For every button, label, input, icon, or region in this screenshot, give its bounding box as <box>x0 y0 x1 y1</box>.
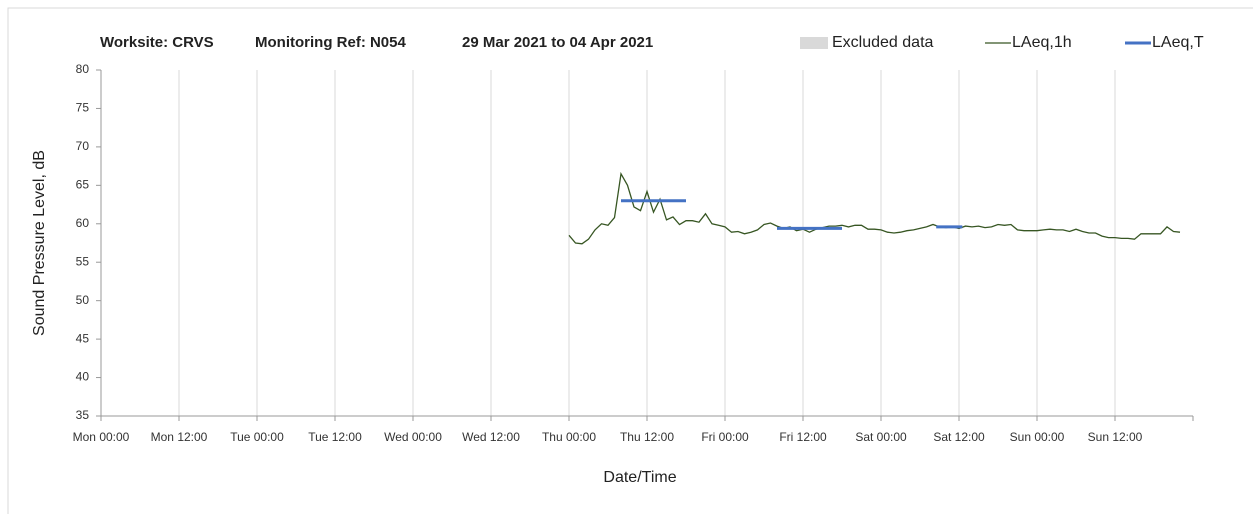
chart-frame <box>7 7 1253 514</box>
x-tick-label: Sun 00:00 <box>1010 430 1065 444</box>
x-tick-label: Thu 12:00 <box>620 430 674 444</box>
chart-title: 29 Mar 2021 to 04 Apr 2021 <box>462 34 653 51</box>
x-tick-label: Wed 12:00 <box>462 430 520 444</box>
x-tick-label: Mon 12:00 <box>151 430 208 444</box>
y-tick-label: 60 <box>76 216 90 230</box>
y-tick-label: 35 <box>76 408 90 422</box>
x-tick-label: Tue 00:00 <box>230 430 284 444</box>
x-tick-label: Tue 12:00 <box>308 430 362 444</box>
x-tick-label: Thu 00:00 <box>542 430 596 444</box>
y-tick-label: 80 <box>76 62 90 76</box>
series-line <box>568 171 1181 245</box>
x-axis-title: Date/Time <box>603 469 676 486</box>
legend-label: LAeq,T <box>1152 34 1204 51</box>
series-line <box>621 199 963 230</box>
y-axis-title: Sound Pressure Level, dB <box>31 150 48 336</box>
y-tick-label: 45 <box>76 331 90 345</box>
x-tick-label: Fri 00:00 <box>701 430 749 444</box>
x-tick-label: Wed 00:00 <box>384 430 442 444</box>
y-tick-label: 65 <box>76 178 90 192</box>
x-tick-label: Sat 12:00 <box>933 430 985 444</box>
x-tick-label: Fri 12:00 <box>779 430 827 444</box>
chart-title: Monitoring Ref: N054 <box>255 34 406 51</box>
chart-title: Worksite: CRVS <box>100 34 214 51</box>
y-tick-label: 70 <box>76 139 90 153</box>
x-tick-label: Sun 12:00 <box>1088 430 1143 444</box>
legend-swatch <box>800 37 828 49</box>
y-tick-label: 75 <box>76 101 90 115</box>
legend-label: Excluded data <box>832 34 934 51</box>
y-tick-label: 40 <box>76 370 90 384</box>
legend-label: LAeq,1h <box>1012 34 1072 51</box>
y-tick-label: 55 <box>76 254 90 268</box>
y-tick-label: 50 <box>76 293 90 307</box>
x-tick-label: Sat 00:00 <box>855 430 907 444</box>
x-tick-label: Mon 00:00 <box>73 430 130 444</box>
